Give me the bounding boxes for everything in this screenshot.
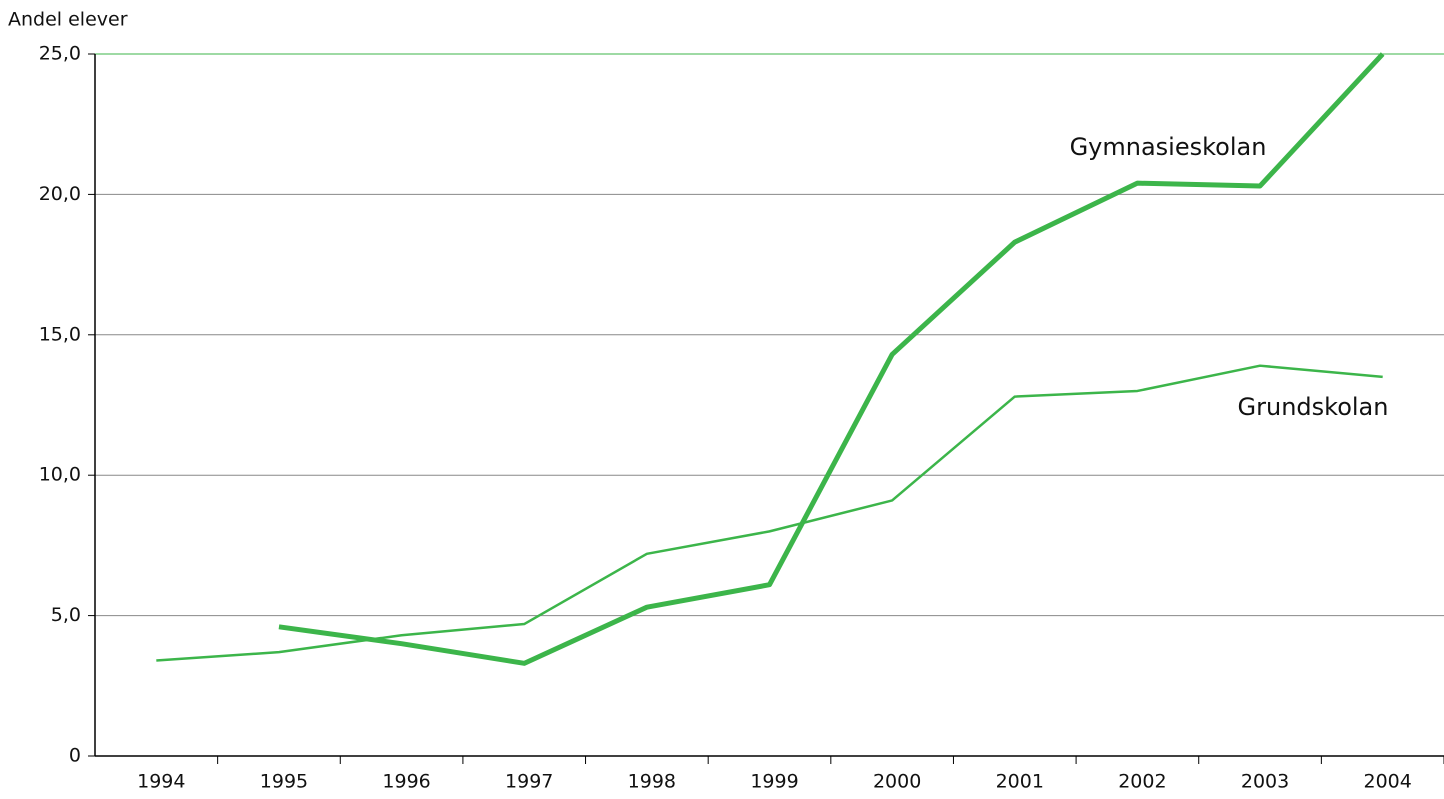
- y-tick-label: 0: [69, 745, 81, 767]
- x-tick-label: 1996: [382, 771, 430, 793]
- x-tick-label: 1995: [260, 771, 308, 793]
- x-tick-label: 1997: [505, 771, 553, 793]
- series-line: [156, 364, 1383, 662]
- y-tick-label: 15,0: [39, 323, 81, 345]
- x-tick-label: 1998: [628, 771, 676, 793]
- x-tick-label: 2002: [1118, 771, 1166, 793]
- x-tick-label: 1994: [137, 771, 185, 793]
- y-tick-label: 5,0: [51, 604, 81, 626]
- y-tick-label: 20,0: [39, 183, 81, 205]
- x-tick-label: 2000: [873, 771, 921, 793]
- y-tick-label: 10,0: [39, 464, 81, 486]
- y-tick-label: 25,0: [39, 43, 81, 65]
- y-axis-title: Andel elever: [8, 9, 128, 31]
- x-tick-label: 2004: [1364, 771, 1412, 793]
- x-tick-label: 1999: [750, 771, 798, 793]
- series-label: Grundskolan: [1238, 393, 1389, 421]
- series-line: [278, 52, 1385, 666]
- x-tick-label: 2003: [1241, 771, 1289, 793]
- x-tick-label: 2001: [996, 771, 1044, 793]
- series-label: Gymnasieskolan: [1070, 133, 1267, 161]
